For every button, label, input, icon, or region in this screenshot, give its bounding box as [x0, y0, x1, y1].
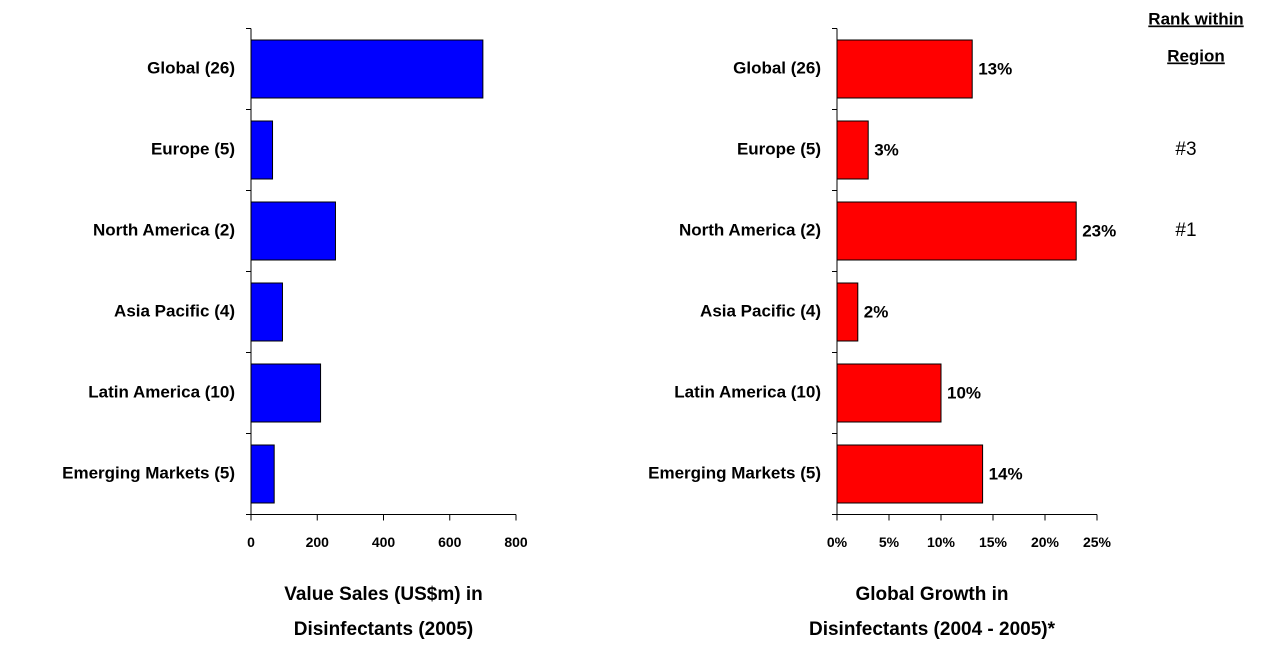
bar [836, 120, 869, 180]
category-label: Global (26) [147, 58, 235, 77]
bar [250, 39, 484, 99]
x-tick-label: 10% [927, 534, 956, 550]
x-tick-label: 5% [879, 534, 900, 550]
category-label: Asia Pacific (4) [700, 301, 821, 320]
x-tick-label: 15% [979, 534, 1008, 550]
value-label: 13% [978, 59, 1012, 78]
value-label: 14% [989, 464, 1023, 483]
bar [836, 39, 973, 99]
x-tick-label: 600 [438, 534, 462, 550]
bar [836, 444, 984, 504]
value-label: 23% [1082, 221, 1116, 240]
category-label: Europe (5) [737, 139, 821, 158]
x-axis-label: Disinfectants (2005) [294, 619, 474, 640]
x-tick-label: 0% [827, 534, 848, 550]
category-label: Asia Pacific (4) [114, 301, 235, 320]
x-tick-label: 20% [1031, 534, 1060, 550]
rank-value: #1 [1175, 220, 1196, 241]
bar [836, 282, 859, 342]
category-label: North America (2) [679, 220, 821, 239]
rank-value: #3 [1175, 139, 1196, 160]
category-label: Europe (5) [151, 139, 235, 158]
x-tick-label: 400 [372, 534, 396, 550]
category-label: Emerging Markets (5) [648, 463, 821, 482]
rank-header: Region [1167, 46, 1225, 65]
bar [836, 363, 942, 423]
bar [250, 282, 283, 342]
x-tick-label: 800 [504, 534, 528, 550]
x-tick-label: 25% [1083, 534, 1112, 550]
x-tick-label: 0 [247, 534, 255, 550]
x-tick-label: 200 [306, 534, 330, 550]
x-axis-label: Value Sales (US$m) in [284, 584, 483, 605]
bar [250, 363, 322, 423]
bar [250, 201, 336, 261]
value-label: 10% [947, 383, 981, 402]
category-label: Latin America (10) [674, 382, 821, 401]
category-label: North America (2) [93, 220, 235, 239]
value-label: 3% [874, 140, 899, 159]
category-label: Latin America (10) [88, 382, 235, 401]
x-axis-label: Disinfectants (2004 - 2005)* [809, 619, 1056, 640]
x-axis-label: Global Growth in [855, 584, 1008, 605]
bar [250, 444, 275, 504]
value-label: 2% [864, 302, 889, 321]
bar [250, 120, 274, 180]
rank-header: Rank within [1148, 9, 1243, 28]
category-label: Global (26) [733, 58, 821, 77]
category-label: Emerging Markets (5) [62, 463, 235, 482]
bar [836, 201, 1077, 261]
